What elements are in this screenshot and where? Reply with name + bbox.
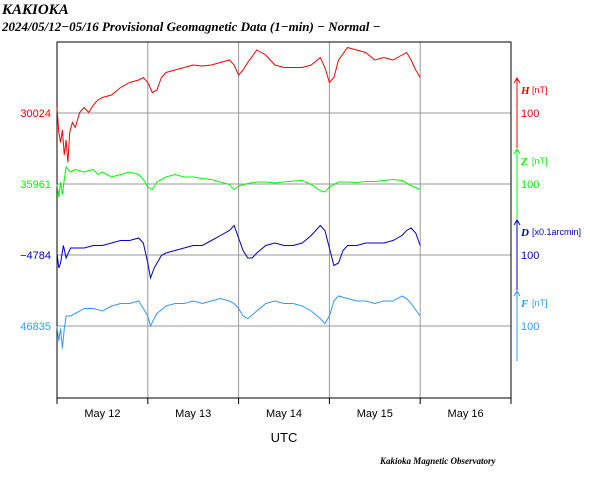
scale-value-H: 100 — [521, 108, 539, 120]
x-tick-label: May 15 — [357, 408, 393, 420]
scale-unit-D: [x0.1arcmin] — [532, 227, 581, 237]
baseline-label-F: 46835 — [20, 321, 51, 333]
chart-title: KAKIOKA — [2, 2, 69, 18]
series-line-Z — [56, 165, 421, 198]
scale-name-D: D — [520, 227, 529, 239]
scale-name-F: F — [520, 298, 529, 310]
x-tick-label: May 14 — [266, 408, 302, 420]
left-baseline-labels: 30024 35961 −4784 46835 — [20, 108, 51, 333]
scale-unit-Z: [nT] — [532, 156, 548, 166]
x-tick-label: May 16 — [448, 408, 484, 420]
baseline-label-Z: 35961 — [20, 179, 51, 191]
scale-value-F: 100 — [521, 321, 539, 333]
series-layer — [56, 46, 421, 349]
scale-value-Z: 100 — [521, 179, 539, 191]
scale-arrow-D — [513, 219, 521, 226]
credit-text: Kakioka Magnetic Observatory — [380, 456, 496, 466]
scale-arrow-H — [513, 77, 521, 84]
scale-unit-F: [nT] — [532, 298, 548, 308]
series-line-D — [56, 224, 421, 280]
scale-arrow-Z — [513, 148, 521, 155]
scale-value-D: 100 — [521, 250, 539, 262]
grid — [57, 42, 511, 398]
x-tick-label: May 12 — [84, 408, 120, 420]
x-tick-label: May 13 — [175, 408, 211, 420]
baseline-label-H: 30024 — [20, 108, 51, 120]
scale-name-Z: Z — [520, 156, 528, 168]
series-line-F — [56, 295, 421, 349]
x-axis: May 12 May 13 May 14 May 15 May 16 — [56, 398, 512, 420]
plot-frame — [56, 41, 512, 399]
chart-subtitle: 2024/05/12−05/16 Provisional Geomagnetic… — [2, 19, 381, 34]
series-line-H — [56, 46, 421, 163]
scale-unit-H: [nT] — [532, 85, 548, 95]
baseline-label-D: −4784 — [20, 250, 51, 262]
scale-name-H: H — [520, 85, 530, 97]
scale-arrow-F — [513, 290, 521, 297]
x-axis-label: UTC — [271, 430, 298, 445]
